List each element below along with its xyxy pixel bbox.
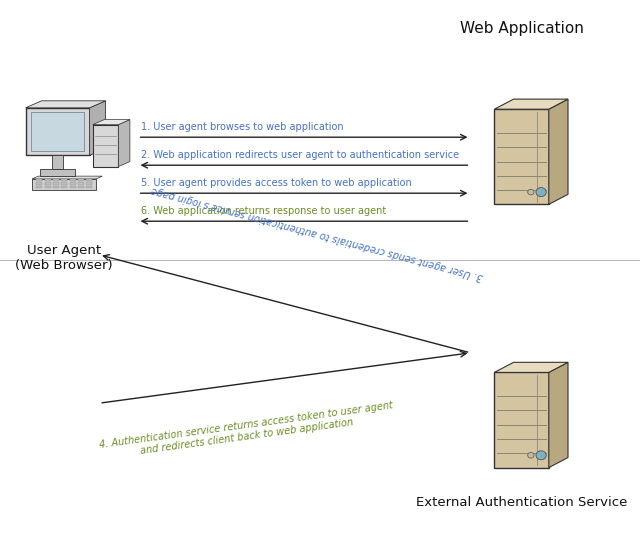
FancyBboxPatch shape [61, 183, 67, 185]
FancyBboxPatch shape [86, 179, 92, 181]
Text: User Agent
(Web Browser): User Agent (Web Browser) [15, 244, 113, 272]
Polygon shape [118, 120, 130, 167]
FancyBboxPatch shape [36, 183, 42, 185]
Polygon shape [26, 108, 90, 155]
FancyBboxPatch shape [61, 186, 67, 188]
FancyBboxPatch shape [61, 179, 67, 181]
Polygon shape [548, 362, 568, 468]
FancyBboxPatch shape [78, 186, 84, 188]
FancyBboxPatch shape [78, 179, 84, 181]
FancyBboxPatch shape [36, 186, 42, 188]
FancyBboxPatch shape [45, 186, 51, 188]
FancyBboxPatch shape [53, 179, 59, 181]
Polygon shape [32, 176, 102, 179]
Text: Web Application: Web Application [460, 21, 584, 36]
Text: 2. Web application redirects user agent to authentication service: 2. Web application redirects user agent … [141, 150, 459, 160]
FancyBboxPatch shape [86, 186, 92, 188]
Polygon shape [494, 362, 568, 372]
FancyBboxPatch shape [53, 183, 59, 185]
Polygon shape [494, 109, 548, 204]
FancyBboxPatch shape [45, 179, 51, 181]
FancyBboxPatch shape [70, 186, 76, 188]
Polygon shape [494, 99, 568, 109]
FancyBboxPatch shape [70, 179, 76, 181]
Circle shape [536, 188, 546, 197]
Polygon shape [31, 113, 84, 151]
FancyBboxPatch shape [86, 183, 92, 185]
FancyBboxPatch shape [40, 169, 76, 176]
Polygon shape [548, 99, 568, 204]
FancyBboxPatch shape [78, 183, 84, 185]
Polygon shape [90, 101, 106, 155]
Text: 4. Authentication service returns access token to user agent
and redirects clien: 4. Authentication service returns access… [98, 400, 395, 461]
Polygon shape [93, 125, 118, 167]
Text: 6. Web application returns response to user agent: 6. Web application returns response to u… [141, 206, 386, 216]
FancyBboxPatch shape [36, 179, 42, 181]
FancyBboxPatch shape [52, 155, 63, 169]
Text: 5. User agent provides access token to web application: 5. User agent provides access token to w… [141, 178, 412, 188]
Circle shape [527, 189, 534, 195]
Polygon shape [494, 372, 548, 468]
FancyBboxPatch shape [70, 183, 76, 185]
Text: 3. User agent sends credentials to authentication service's login page: 3. User agent sends credentials to authe… [150, 184, 484, 281]
Text: External Authentication Service: External Authentication Service [416, 496, 627, 508]
Polygon shape [26, 101, 106, 108]
Circle shape [536, 451, 546, 460]
Polygon shape [32, 179, 96, 190]
Circle shape [527, 452, 534, 458]
FancyBboxPatch shape [45, 183, 51, 185]
FancyBboxPatch shape [53, 186, 59, 188]
Polygon shape [93, 120, 130, 125]
Text: 1. User agent browses to web application: 1. User agent browses to web application [141, 122, 344, 132]
